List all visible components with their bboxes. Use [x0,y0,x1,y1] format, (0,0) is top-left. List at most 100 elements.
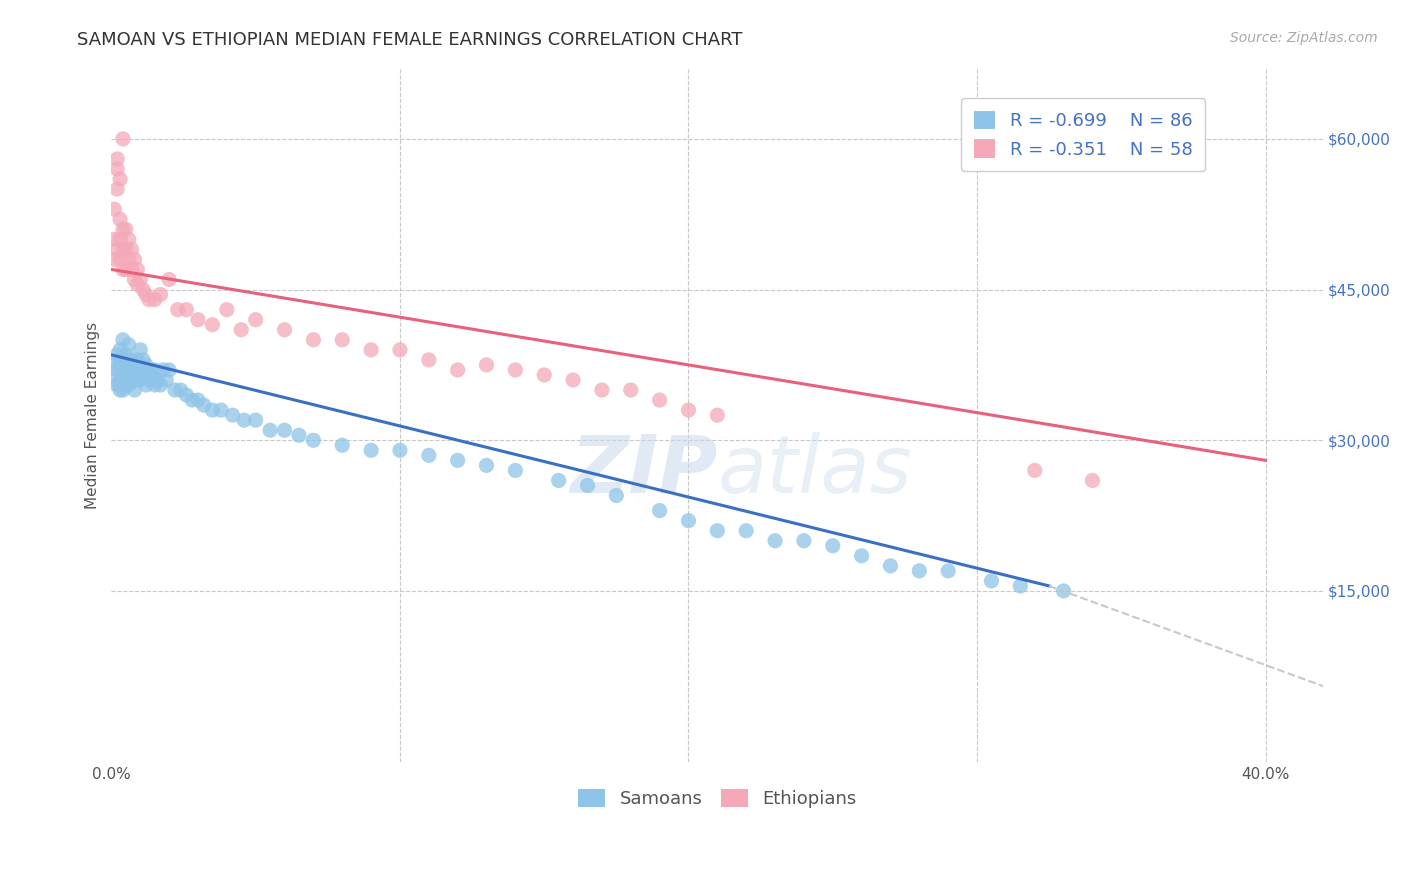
Point [1024,463,1046,477]
Point [103,202,125,217]
Point [135,287,157,301]
Point [118,378,141,392]
Point [245,312,267,326]
Point [111,132,134,146]
Point [576,478,599,492]
Point [118,232,141,246]
Point [105,348,128,362]
Point [193,398,215,412]
Point [108,212,131,227]
Point [447,453,470,467]
Point [648,393,671,408]
Point [763,533,786,548]
Point [108,383,131,397]
Point [360,343,382,357]
Point [129,373,152,387]
Point [209,403,232,417]
Text: SAMOAN VS ETHIOPIAN MEDIAN FEMALE EARNINGS CORRELATION CHART: SAMOAN VS ETHIOPIAN MEDIAN FEMALE EARNIN… [77,31,742,49]
Point [105,182,128,196]
Point [105,378,128,392]
Point [533,368,555,382]
Point [146,373,169,387]
Point [157,363,180,377]
Point [648,503,671,517]
Point [108,343,131,357]
Point [1052,584,1074,599]
Point [620,383,643,397]
Point [187,312,209,326]
Point [127,262,149,277]
Text: Source: ZipAtlas.com: Source: ZipAtlas.com [1230,31,1378,45]
Point [111,352,134,367]
Point [562,373,585,387]
Point [591,383,613,397]
Point [505,463,527,477]
Point [108,358,131,372]
Point [103,252,125,267]
Text: atlas: atlas [717,432,912,509]
Point [111,383,134,397]
Point [103,232,125,246]
Point [157,272,180,286]
Point [135,378,157,392]
Text: ZIP: ZIP [569,432,717,509]
Point [103,358,125,372]
Point [127,363,149,377]
Point [105,152,128,166]
Point [111,368,134,382]
Point [821,539,844,553]
Point [124,358,146,372]
Point [141,368,163,382]
Point [980,574,1002,588]
Point [152,363,174,377]
Point [288,428,311,442]
Point [360,443,382,458]
Point [678,514,700,528]
Point [245,413,267,427]
Point [149,287,172,301]
Point [124,252,146,267]
Y-axis label: Median Female Earnings: Median Female Earnings [86,322,100,508]
Point [163,383,186,397]
Point [121,352,143,367]
Point [121,363,143,377]
Point [127,352,149,367]
Point [233,413,256,427]
Point [103,373,125,387]
Point [475,458,498,473]
Point [143,293,166,307]
Point [231,323,253,337]
Point [851,549,873,563]
Point [418,352,440,367]
Point [135,358,157,372]
Point [605,489,627,503]
Point [735,524,758,538]
Point [166,302,188,317]
Point [221,408,243,422]
Point [176,388,198,402]
Point [201,318,224,332]
Point [115,348,138,362]
Point [124,373,146,387]
Point [111,222,134,236]
Point [176,302,198,317]
Point [149,378,172,392]
Point [108,252,131,267]
Point [181,393,204,408]
Point [201,403,224,417]
Point [169,383,191,397]
Point [215,302,238,317]
Point [1081,474,1104,488]
Point [115,222,138,236]
Point [678,403,700,417]
Point [418,448,440,462]
Point [129,358,152,372]
Point [115,363,138,377]
Point [388,443,411,458]
Point [138,293,160,307]
Point [143,378,166,392]
Point [127,277,149,292]
Point [302,434,325,448]
Point [129,272,152,286]
Legend: Samoans, Ethiopians: Samoans, Ethiopians [571,781,863,815]
